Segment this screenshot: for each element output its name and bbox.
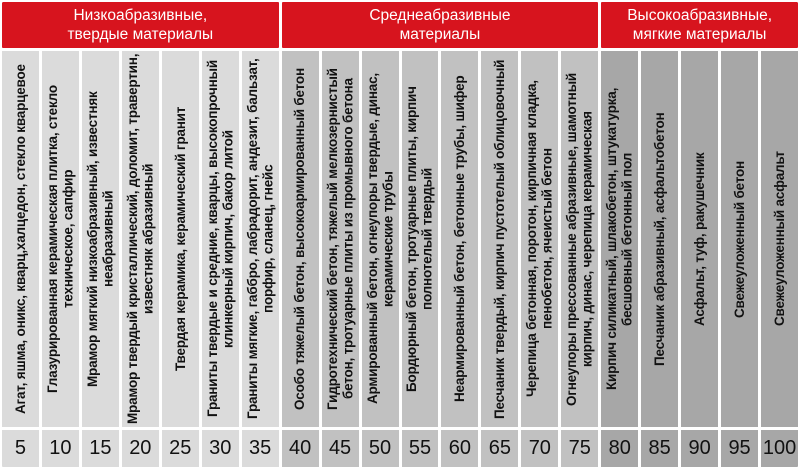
material-cell-85: Песчаник абразивный, асфальтобетон xyxy=(641,51,679,427)
scale-value-60: 60 xyxy=(441,430,479,467)
material-cell-95: Свежеуложенный бетон xyxy=(721,51,759,427)
material-label-95: Свежеуложенный бетон xyxy=(731,160,747,318)
material-label-65: Песчаник твердый, кирпич пустотелый обли… xyxy=(492,59,508,419)
material-cell-55: Бордюрный бетон, тротуарные плиты, кирпи… xyxy=(401,51,439,427)
scale-value-90: 90 xyxy=(681,430,719,467)
material-cell-100: Свежеуложенный асфальт xyxy=(761,51,798,427)
material-cell-35: Граниты мягкие, габбро, лабрадорит, анде… xyxy=(241,51,279,427)
material-label-75: Огнеупоры прессованные абразивные, шамот… xyxy=(564,72,595,406)
group-header-1: Среднеабразивные материалы xyxy=(281,2,599,48)
material-label-60: Неармированный бетон, бетонные трубы, ши… xyxy=(452,75,468,403)
material-label-15: Мрамор мягкий низкоабразивный, известняк… xyxy=(84,91,116,387)
material-cell-15: Мрамор мягкий низкоабразивный, известняк… xyxy=(81,51,119,427)
scale-value-70: 70 xyxy=(521,430,559,467)
material-cell-40: Особо тяжелый бетон, высокоармированный … xyxy=(281,51,319,427)
material-label-90: Асфальт, туф, ракушечник xyxy=(691,152,707,326)
scale-value-25: 25 xyxy=(161,430,199,467)
material-label-55: Бордюрный бетон, тротуарные плиты, кирпи… xyxy=(404,86,435,392)
group-header-label-2: Высокоабразивные, мягкие материалы xyxy=(627,6,773,43)
scale-value-35: 35 xyxy=(241,430,279,467)
scale-value-100: 100 xyxy=(761,430,798,467)
material-label-100: Свежеуложенный асфальт xyxy=(771,151,787,327)
scale-value-85: 85 xyxy=(641,430,679,467)
material-label-10: Глазурированная керамическая плитка, сте… xyxy=(44,85,76,393)
material-cell-75: Огнеупоры прессованные абразивные, шамот… xyxy=(561,51,599,427)
scale-value-55: 55 xyxy=(401,430,439,467)
group-header-label-0: Низкоабразивные, твердые материалы xyxy=(67,6,214,43)
material-cell-65: Песчаник твердый, кирпич пустотелый обли… xyxy=(481,51,519,427)
material-cell-45: Гидротехнический бетон, тяжелый мелкозер… xyxy=(321,51,359,427)
material-label-30: Граниты твердые и средние, кварцы, высок… xyxy=(204,60,236,418)
scale-value-15: 15 xyxy=(81,430,119,467)
scale-value-30: 30 xyxy=(201,430,239,467)
material-cell-10: Глазурированная керамическая плитка, сте… xyxy=(41,51,79,427)
scale-value-5: 5 xyxy=(2,430,39,467)
material-cell-60: Неармированный бетон, бетонные трубы, ши… xyxy=(441,51,479,427)
scale-value-40: 40 xyxy=(281,430,319,467)
scale-value-80: 80 xyxy=(601,430,639,467)
group-header-label-1: Среднеабразивные материалы xyxy=(369,6,511,43)
scale-value-75: 75 xyxy=(561,430,599,467)
scale-value-10: 10 xyxy=(41,430,79,467)
material-cell-50: Армированный бетон, огнеупоры твердые, д… xyxy=(361,51,399,427)
material-cell-90: Асфальт, туф, ракушечник xyxy=(681,51,719,427)
material-label-25: Твердая керамика, керамический гранит xyxy=(172,106,188,372)
scale-value-45: 45 xyxy=(321,430,359,467)
scale-value-95: 95 xyxy=(721,430,759,467)
material-label-70: Черепица бетонная, поротон, кирпичная кл… xyxy=(524,80,555,398)
material-cell-80: Кирпич силикатный, шлакобетон, штукатурк… xyxy=(601,51,639,427)
scale-value-50: 50 xyxy=(361,430,399,467)
material-label-85: Песчаник абразивный, асфальтобетон xyxy=(651,112,667,366)
material-label-50: Армированный бетон, огнеупоры твердые, д… xyxy=(364,73,396,405)
material-label-80: Кирпич силикатный, шлакобетон, штукатурк… xyxy=(604,87,635,391)
material-cell-20: Мрамор твердый кристаллический, доломит,… xyxy=(121,51,159,427)
material-label-45: Гидротехнический бетон, тяжелый мелкозер… xyxy=(324,68,356,410)
scale-value-20: 20 xyxy=(121,430,159,467)
scale-value-65: 65 xyxy=(481,430,519,467)
material-cell-25: Твердая керамика, керамический гранит xyxy=(161,51,199,427)
material-cell-70: Черепица бетонная, поротон, кирпичная кл… xyxy=(521,51,559,427)
group-header-0: Низкоабразивные, твердые материалы xyxy=(2,2,279,48)
group-header-2: Высокоабразивные, мягкие материалы xyxy=(601,2,798,48)
material-label-35: Граниты мягкие, габбро, лабрадорит, анде… xyxy=(244,58,276,420)
material-cell-30: Граниты твердые и средние, кварцы, высок… xyxy=(201,51,239,427)
material-cell-5: Агат, яшма, оникс, кварц,халцедон, стекл… xyxy=(2,51,39,427)
material-label-40: Особо тяжелый бетон, высокоармированный … xyxy=(292,68,308,410)
material-label-5: Агат, яшма, оникс, кварц,халцедон, стекл… xyxy=(12,64,28,414)
material-label-20: Мрамор твердый кристаллический, доломит,… xyxy=(124,53,156,425)
